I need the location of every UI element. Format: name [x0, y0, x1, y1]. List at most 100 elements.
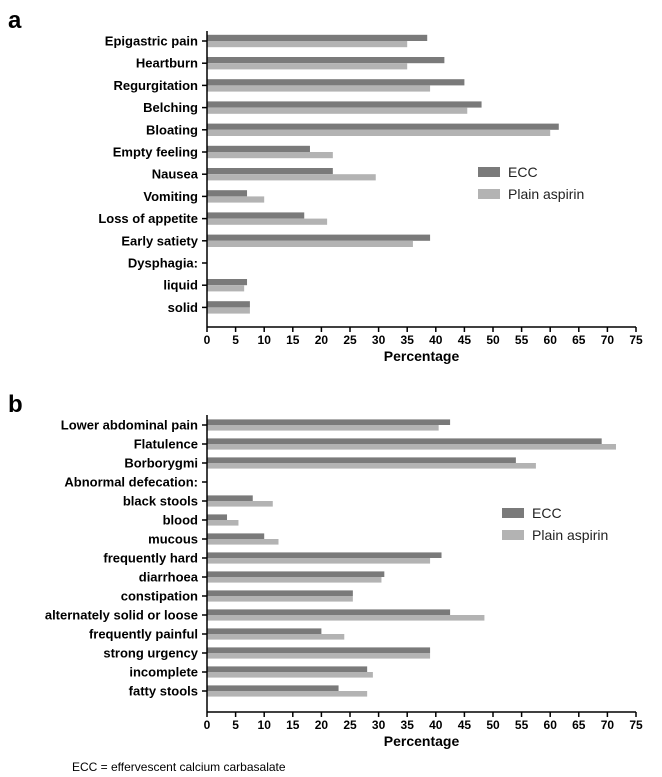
bar-ecc-strong-urgency: [207, 647, 431, 653]
bar-ecc-flatulence: [207, 438, 602, 444]
bar-plain-aspirin-lower-abdominal-pain: [207, 425, 439, 431]
bar-ecc-epigastric-pain: [207, 34, 428, 41]
category-label-frequently-painful: frequently painful: [89, 627, 198, 642]
x-tick-label-55: 55: [515, 718, 529, 732]
category-label-alternately-solid-or-loose: alternately solid or loose: [45, 608, 198, 623]
bar-plain-aspirin-early-satiety: [207, 240, 413, 247]
category-label-abnormal-defecation: Abnormal defecation:: [64, 475, 198, 490]
legend-label-plain-aspirin: Plain aspirin: [508, 186, 584, 202]
category-label-blood: blood: [163, 513, 198, 528]
bar-plain-aspirin-belching: [207, 107, 468, 114]
bar-ecc-lower-abdominal-pain: [207, 419, 451, 425]
x-tick-label-5: 5: [232, 718, 239, 732]
bar-ecc-borborygmi: [207, 457, 516, 463]
category-label-belching: Belching: [143, 100, 198, 115]
x-tick-label-65: 65: [572, 718, 586, 732]
bar-plain-aspirin-flatulence: [207, 444, 616, 450]
category-label-strong-urgency: strong urgency: [103, 646, 198, 661]
bar-ecc-fatty-stools: [207, 685, 339, 691]
x-tick-label-40: 40: [429, 333, 443, 347]
category-label-mucous: mucous: [148, 532, 198, 547]
x-tick-label-20: 20: [315, 718, 329, 732]
legend-label-ecc: ECC: [532, 505, 562, 521]
x-tick-label-35: 35: [401, 718, 415, 732]
category-label-frequently-hard: frequently hard: [103, 551, 198, 566]
bar-plain-aspirin-black-stools: [207, 501, 273, 507]
category-label-borborygmi: Borborygmi: [124, 456, 198, 471]
bar-plain-aspirin-mucous: [207, 539, 279, 545]
bar-ecc-alternately-solid-or-loose: [207, 609, 451, 615]
bar-ecc-frequently-hard: [207, 552, 442, 558]
bar-ecc-incomplete: [207, 666, 368, 672]
x-tick-label-15: 15: [286, 333, 300, 347]
x-tick-label-50: 50: [486, 718, 500, 732]
bar-plain-aspirin-diarrhoea: [207, 577, 382, 583]
bar-ecc-belching: [207, 101, 482, 108]
panel-a-label: a: [8, 7, 22, 34]
bar-plain-aspirin-regurgitation: [207, 85, 431, 92]
category-label-diarrhoea: diarrhoea: [139, 570, 199, 585]
x-tick-label-65: 65: [572, 333, 586, 347]
x-tick-label-45: 45: [458, 333, 472, 347]
x-tick-label-40: 40: [429, 718, 443, 732]
category-label-early-satiety: Early satiety: [121, 233, 198, 248]
bar-plain-aspirin-epigastric-pain: [207, 41, 408, 48]
bar-ecc-vomiting: [207, 190, 248, 197]
bar-ecc-nausea: [207, 168, 333, 175]
x-axis-title: Percentage: [384, 733, 460, 749]
bar-plain-aspirin-incomplete: [207, 672, 373, 678]
bar-ecc-heartburn: [207, 57, 445, 64]
bar-plain-aspirin-blood: [207, 520, 239, 526]
bar-plain-aspirin-empty-feeling: [207, 152, 333, 159]
x-tick-label-25: 25: [343, 333, 357, 347]
x-tick-label-60: 60: [544, 333, 558, 347]
x-tick-label-20: 20: [315, 333, 329, 347]
panel-b-label: b: [8, 391, 23, 418]
bar-ecc-liquid: [207, 279, 248, 286]
x-tick-label-75: 75: [629, 718, 643, 732]
category-label-black-stools: black stools: [123, 494, 198, 509]
bar-plain-aspirin-alternately-solid-or-loose: [207, 615, 485, 621]
category-label-solid: solid: [168, 300, 198, 315]
category-label-liquid: liquid: [163, 278, 198, 293]
category-label-vomiting: Vomiting: [143, 189, 198, 204]
bar-plain-aspirin-strong-urgency: [207, 653, 431, 659]
bar-ecc-mucous: [207, 533, 265, 539]
bar-ecc-blood: [207, 514, 228, 520]
legend-swatch-ecc: [502, 508, 524, 518]
category-label-bloating: Bloating: [146, 122, 198, 137]
bar-ecc-frequently-painful: [207, 628, 322, 634]
chart-a: Epigastric pain Heartburn Regurgitation Bel…: [98, 31, 643, 364]
x-tick-label-45: 45: [458, 718, 472, 732]
bar-plain-aspirin-solid: [207, 307, 250, 314]
category-label-incomplete: incomplete: [129, 665, 198, 680]
bar-plain-aspirin-fatty-stools: [207, 691, 368, 697]
bar-ecc-solid: [207, 301, 250, 308]
category-label-epigastric-pain: Epigastric pain: [105, 34, 198, 49]
bar-plain-aspirin-constipation: [207, 596, 353, 602]
bar-plain-aspirin-frequently-painful: [207, 634, 345, 640]
category-label-fatty-stools: fatty stools: [129, 684, 198, 699]
footnote: ECC = effervescent calcium carbasalate: [72, 760, 286, 774]
x-tick-label-55: 55: [515, 333, 529, 347]
category-label-loss-of-appetite: Loss of appetite: [98, 211, 198, 226]
bar-plain-aspirin-liquid: [207, 285, 245, 292]
bar-ecc-black-stools: [207, 495, 253, 501]
x-tick-label-30: 30: [372, 333, 386, 347]
x-tick-label-75: 75: [629, 333, 643, 347]
bar-plain-aspirin-vomiting: [207, 196, 265, 203]
x-tick-label-25: 25: [343, 718, 357, 732]
x-tick-label-0: 0: [204, 333, 211, 347]
category-label-regurgitation: Regurgitation: [114, 78, 199, 93]
legend-swatch-ecc: [478, 167, 500, 177]
bar-ecc-early-satiety: [207, 234, 431, 241]
category-label-lower-abdominal-pain: Lower abdominal pain: [61, 418, 198, 433]
category-label-nausea: Nausea: [152, 167, 199, 182]
x-tick-label-35: 35: [401, 333, 415, 347]
x-tick-label-10: 10: [258, 718, 272, 732]
bar-plain-aspirin-loss-of-appetite: [207, 218, 328, 225]
bar-ecc-regurgitation: [207, 79, 465, 86]
bar-ecc-loss-of-appetite: [207, 212, 305, 219]
bar-plain-aspirin-heartburn: [207, 63, 408, 70]
